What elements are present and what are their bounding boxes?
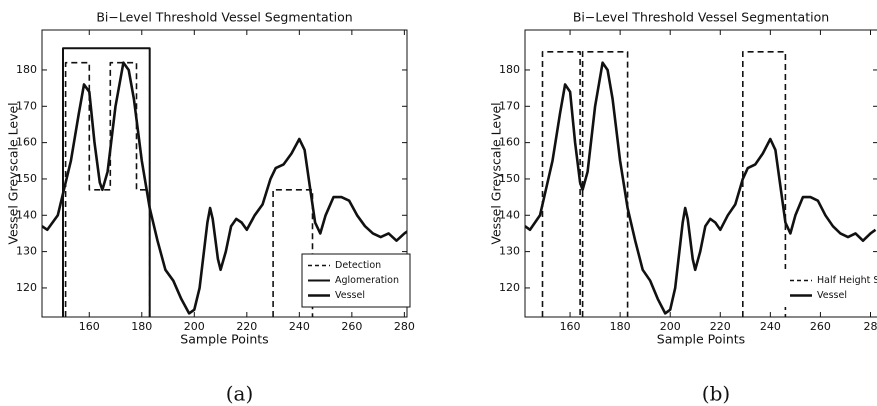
legend-label: Vessel [335, 290, 365, 301]
series-line [541, 51, 787, 317]
series-line [62, 47, 151, 317]
y-tick-label: 150 [16, 172, 37, 185]
x-tick-label: 28 [863, 320, 877, 333]
legend-label: Detection [335, 260, 381, 271]
x-tick-label: 160 [560, 320, 581, 333]
x-axis-label: Sample Points [657, 332, 745, 347]
y-tick-label: 130 [16, 245, 37, 258]
legend-label: Half Height Seg [817, 275, 877, 286]
y-tick-label: 170 [16, 99, 37, 112]
legend-box [784, 269, 877, 307]
y-tick-label: 120 [499, 281, 520, 294]
x-tick-label: 240 [289, 320, 310, 333]
y-tick-label: 160 [499, 136, 520, 149]
legend-label: Aglomeration [335, 275, 399, 286]
x-tick-label: 260 [341, 320, 362, 333]
x-tick-label: 220 [710, 320, 731, 333]
legend-label: Vessel [817, 290, 847, 301]
series-line [525, 61, 877, 315]
x-tick-label: 180 [131, 320, 152, 333]
x-tick-label: 280 [394, 320, 415, 333]
chart-title: Bi−Level Threshold Vessel Segmentation [573, 10, 829, 25]
x-tick-label: 260 [810, 320, 831, 333]
y-tick-label: 170 [499, 99, 520, 112]
y-tick-label: 160 [16, 136, 37, 149]
chart-title: Bi−Level Threshold Vessel Segmentation [96, 10, 352, 25]
y-axis-label: Vessel Greyscale Level [489, 102, 504, 244]
panel: Bi−Level Threshold Vessel Segmentation Sa… [6, 10, 415, 406]
y-tick-label: 130 [499, 245, 520, 258]
y-tick-label: 140 [499, 208, 520, 221]
y-axis-label: Vessel Greyscale Level [6, 102, 21, 244]
series-line [42, 61, 407, 315]
panel: Bi−Level Threshold Vessel Segmentation Sa… [489, 10, 877, 406]
x-tick-label: 220 [236, 320, 257, 333]
x-tick-label: 180 [610, 320, 631, 333]
y-tick-label: 120 [16, 281, 37, 294]
plot-frame [41, 29, 408, 318]
y-tick-label: 140 [16, 208, 37, 221]
x-axis-label: Sample Points [180, 332, 268, 347]
x-tick-label: 200 [660, 320, 681, 333]
caption: (b) [702, 382, 730, 406]
y-tick-label: 180 [499, 63, 520, 76]
x-tick-label: 200 [184, 320, 205, 333]
caption: (a) [226, 382, 254, 406]
plot-frame [524, 29, 877, 318]
y-tick-label: 150 [499, 172, 520, 185]
series-line [64, 61, 314, 317]
x-tick-label: 240 [760, 320, 781, 333]
y-tick-label: 180 [16, 63, 37, 76]
x-tick-label: 160 [79, 320, 100, 333]
